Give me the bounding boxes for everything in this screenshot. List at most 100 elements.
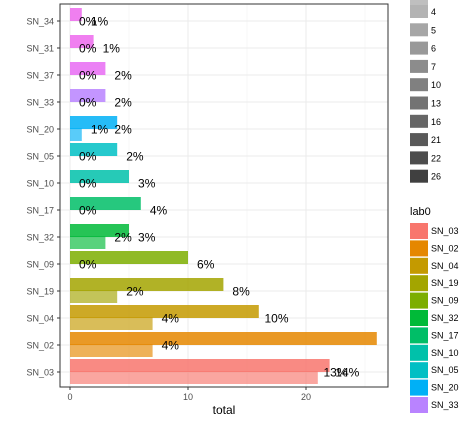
data-label: 10% [264, 312, 288, 326]
bar [70, 197, 141, 210]
fill-legend-label: SN_20 [431, 383, 459, 393]
bar [70, 305, 259, 318]
size-legend-label: 6 [431, 44, 436, 54]
bar [70, 317, 153, 330]
y-tick-label: SN_17 [26, 206, 54, 216]
y-tick-label: SN_33 [26, 98, 54, 108]
bar [70, 224, 129, 237]
y-tick-label: SN_37 [26, 71, 54, 81]
data-label: 0% [79, 204, 97, 218]
size-legend-label: 4 [431, 7, 436, 17]
fill-legend-key [410, 344, 428, 361]
fill-legend-label: SN_32 [431, 313, 459, 323]
fill-legend-label: SN_03 [431, 226, 459, 236]
size-legend-label: 21 [431, 135, 441, 145]
panel-border [59, 3, 389, 388]
bar [70, 251, 188, 264]
y-tick-label: SN_32 [26, 233, 54, 243]
data-label: 2% [114, 123, 132, 137]
size-legend-key [410, 114, 428, 128]
data-label: 1% [91, 15, 109, 29]
size-legend-label: 7 [431, 62, 436, 72]
bar [70, 143, 118, 156]
size-legend-key [410, 151, 428, 165]
fill-legend-title: lab0 [410, 206, 431, 218]
bar [70, 170, 129, 183]
fill-legend-key [410, 223, 428, 239]
data-label: 0% [79, 96, 97, 110]
x-tick-label: 20 [301, 392, 311, 402]
bar [70, 62, 106, 75]
bar [70, 278, 224, 291]
y-tick-label: SN_34 [26, 17, 54, 27]
bar [70, 8, 82, 21]
bar [70, 332, 377, 345]
y-tick-label: SN_02 [26, 341, 54, 351]
data-label: 2% [114, 69, 132, 83]
y-tick-label: SN_31 [26, 44, 54, 54]
y-tick-label: SN_05 [26, 152, 54, 162]
fill-legend-key [410, 275, 428, 292]
bar [70, 290, 118, 303]
data-label: 8% [232, 285, 250, 299]
bar [70, 35, 94, 48]
size-legend-key [410, 133, 428, 147]
size-legend-key [410, 23, 428, 37]
bar [70, 236, 106, 249]
fill-legend-key [410, 240, 428, 257]
y-tick-label: SN_20 [26, 125, 54, 135]
fill-legend-label: SN_05 [431, 365, 459, 375]
data-label: 2% [126, 285, 144, 299]
data-label: 0% [79, 42, 97, 56]
bar [70, 89, 106, 102]
size-legend-key [410, 59, 428, 73]
fill-legend-label: SN_19 [431, 278, 459, 288]
data-label: 0% [79, 177, 97, 191]
data-label: 4% [162, 339, 180, 353]
fill-legend-label: SN_10 [431, 348, 459, 358]
y-tick-label: SN_09 [26, 260, 54, 270]
x-tick-label: 0 [67, 392, 72, 402]
bar [70, 344, 153, 357]
data-label: 6% [197, 258, 215, 272]
fill-legend-key [410, 379, 428, 396]
x-axis-title: total [213, 403, 236, 417]
size-legend-key [410, 78, 428, 92]
size-legend-label: 13 [431, 99, 441, 109]
data-label: 4% [162, 312, 180, 326]
bar [70, 116, 118, 129]
data-label: 14% [335, 366, 359, 380]
data-label: 0% [79, 258, 97, 272]
bar [70, 371, 318, 384]
size-legend-key [410, 96, 428, 110]
size-legend-label: 26 [431, 172, 441, 182]
fill-legend-key [410, 292, 428, 309]
size-legend-label: 5 [431, 25, 436, 35]
size-legend-label: 10 [431, 80, 441, 90]
fill-legend-key [410, 327, 428, 344]
fill-legend-key [410, 257, 428, 274]
data-label: 4% [150, 204, 168, 218]
data-label: 2% [114, 96, 132, 110]
data-label: 3% [138, 231, 156, 245]
y-tick-label: SN_10 [26, 179, 54, 189]
y-tick-label: SN_03 [26, 368, 54, 378]
fill-legend-label: SN_17 [431, 330, 459, 340]
fill-legend-key [410, 362, 428, 379]
size-legend-key [410, 5, 428, 18]
data-label: 0% [79, 150, 97, 164]
data-label: 3% [138, 177, 156, 191]
size-legend-label: 22 [431, 153, 441, 163]
y-tick-label: SN_19 [26, 287, 54, 297]
bar [70, 128, 82, 141]
fill-legend-key [410, 397, 428, 413]
fill-legend-label: SN_33 [431, 400, 459, 410]
fill-legend-label: SN_02 [431, 243, 459, 253]
y-tick-label: SN_04 [26, 314, 54, 324]
data-label: 0% [79, 15, 97, 29]
data-label: 1% [91, 123, 109, 137]
size-legend-key [410, 41, 428, 55]
size-legend-label: 16 [431, 117, 441, 127]
